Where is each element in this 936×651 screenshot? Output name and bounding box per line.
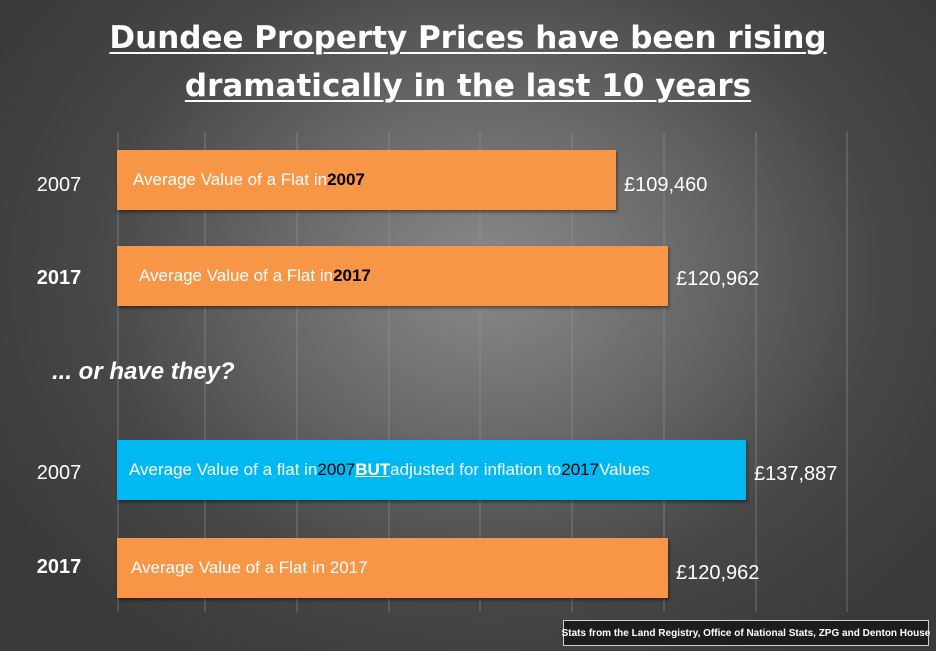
chart-title: Dundee Property Prices have been rising … [0,14,936,110]
value-label-2007-adjusted: £137,887 [754,463,838,485]
title-line-2: dramatically in the last 10 years [184,68,752,104]
value-label-2017-second: £120,962 [676,562,760,584]
title-line-1: Dundee Property Prices have been rising [109,20,827,56]
bar-label-text: Average Value of a Flat in [133,170,328,189]
bar-label-text: Average Value of a flat in [129,460,318,479]
bar-flat-2017-second: Average Value of a Flat in 2017 [117,538,668,598]
category-label-2017: 2017 [36,267,82,289]
category-label-2007-adjusted: 2007 [36,462,82,484]
bar-label-year: 2017 [333,266,371,285]
value-label-2017: £120,962 [676,268,760,290]
bar-label-year: 2017 [561,460,600,479]
bar-flat-2007-inflation-adjusted: Average Value of a flat in 2007 BUT adju… [117,440,746,500]
bar-label-but: BUT [355,460,391,479]
bar-label-year: 2007 [327,170,365,189]
bar-label-text: Average Value of a Flat in [139,266,334,285]
bar-label-text: adjusted for inflation to [390,460,562,479]
bar-label-text: Values [599,460,650,479]
bar-label-year: 2007 [317,460,356,479]
category-label-2017-second: 2017 [36,556,82,578]
category-label-2007: 2007 [36,174,82,196]
bar-flat-2007: Average Value of a Flat in 2007 [117,150,616,210]
bar-label-text: Average Value of a Flat in 2017 [131,558,368,577]
value-label-2007: £109,460 [624,174,708,196]
source-note: Stats from the Land Registry, Office of … [562,620,930,646]
bar-flat-2017: Average Value of a Flat in 2017 [117,246,668,306]
question-annotation: ... or have they? [52,358,235,385]
